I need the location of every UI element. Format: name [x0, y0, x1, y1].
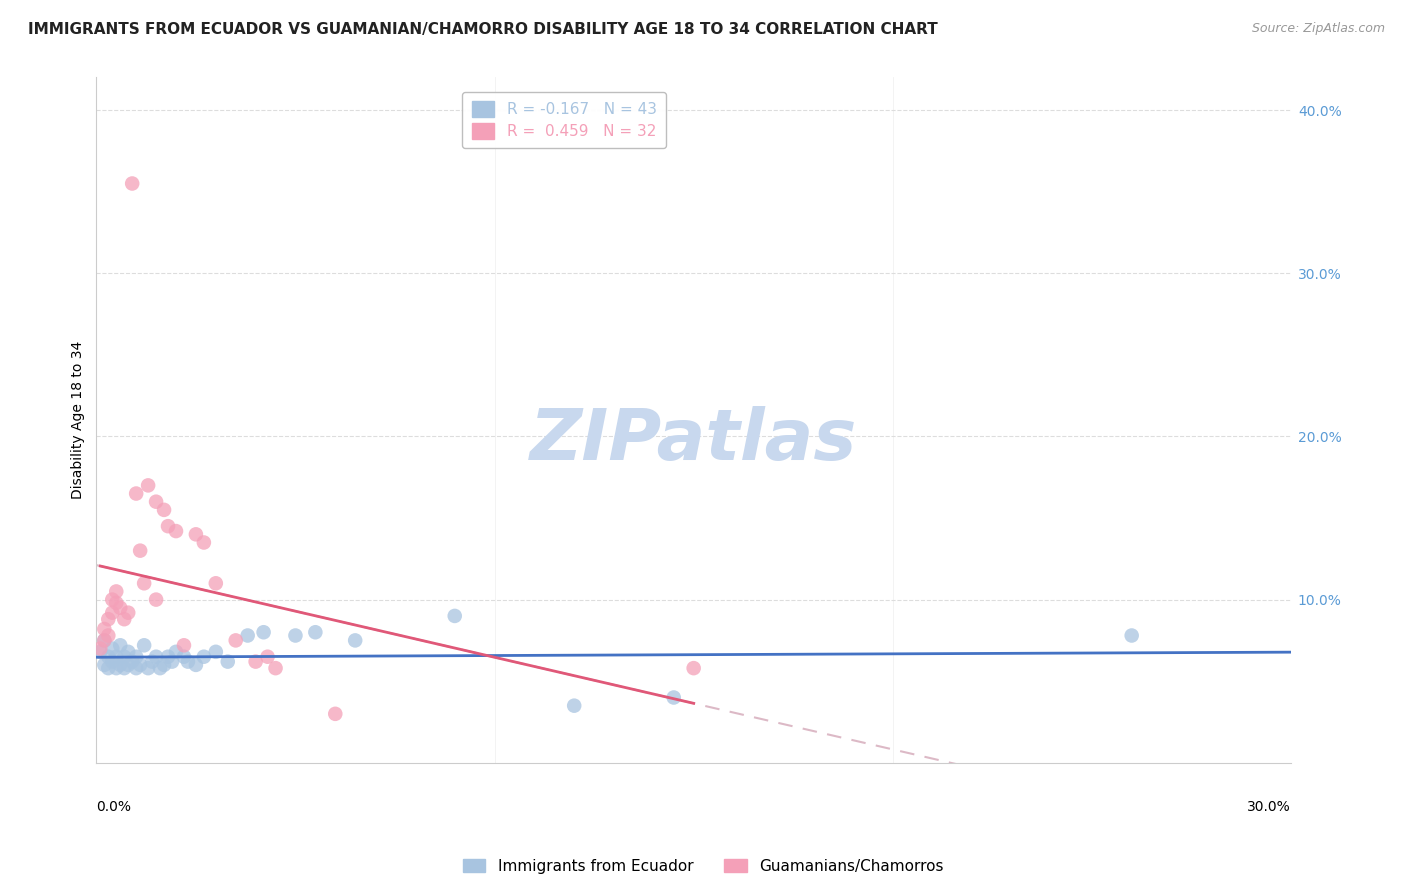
Point — [204, 645, 226, 659]
Point — [121, 655, 143, 669]
Point — [110, 600, 132, 615]
Point — [93, 633, 115, 648]
Point — [165, 645, 187, 659]
Point — [134, 576, 156, 591]
Point — [217, 655, 239, 669]
Point — [105, 661, 128, 675]
Point — [129, 543, 152, 558]
Point — [97, 612, 120, 626]
Point — [173, 649, 195, 664]
Point — [105, 596, 128, 610]
Point — [97, 628, 120, 642]
Point — [97, 649, 120, 664]
Point — [145, 592, 167, 607]
Point — [184, 527, 207, 541]
Point — [101, 606, 124, 620]
Point — [105, 584, 128, 599]
Point — [105, 649, 128, 664]
Point — [117, 645, 139, 659]
Point — [117, 657, 139, 672]
Point — [97, 661, 120, 675]
Point — [193, 649, 215, 664]
Point — [125, 649, 148, 664]
Point — [101, 655, 124, 669]
Point — [157, 519, 180, 533]
Point — [662, 690, 685, 705]
Point — [160, 655, 183, 669]
Point — [1121, 628, 1143, 642]
Point — [125, 661, 148, 675]
Point — [264, 661, 287, 675]
Point — [136, 478, 159, 492]
Point — [145, 649, 167, 664]
Point — [134, 638, 156, 652]
Legend: R = -0.167   N = 43, R =  0.459   N = 32: R = -0.167 N = 43, R = 0.459 N = 32 — [463, 92, 666, 148]
Point — [344, 633, 367, 648]
Point — [682, 661, 704, 675]
Point — [93, 657, 115, 672]
Point — [141, 655, 163, 669]
Point — [117, 606, 139, 620]
Point — [93, 633, 115, 648]
Point — [101, 641, 124, 656]
Point — [562, 698, 585, 713]
Point — [177, 655, 200, 669]
Point — [110, 657, 132, 672]
Point — [323, 706, 346, 721]
Point — [252, 625, 274, 640]
Point — [157, 649, 180, 664]
Point — [129, 657, 152, 672]
Point — [112, 661, 135, 675]
Point — [443, 608, 465, 623]
Text: 30.0%: 30.0% — [1247, 800, 1291, 814]
Point — [110, 638, 132, 652]
Point — [173, 638, 195, 652]
Point — [304, 625, 326, 640]
Point — [204, 576, 226, 591]
Point — [149, 661, 172, 675]
Text: ZIPatlas: ZIPatlas — [530, 406, 858, 475]
Point — [112, 612, 135, 626]
Point — [93, 622, 115, 636]
Point — [225, 633, 247, 648]
Point — [245, 655, 267, 669]
Point — [121, 177, 143, 191]
Point — [136, 661, 159, 675]
Point — [236, 628, 259, 642]
Point — [89, 645, 111, 659]
Legend: Immigrants from Ecuador, Guamanians/Chamorros: Immigrants from Ecuador, Guamanians/Cham… — [457, 853, 949, 880]
Text: 0.0%: 0.0% — [97, 800, 131, 814]
Point — [193, 535, 215, 549]
Point — [101, 592, 124, 607]
Point — [284, 628, 307, 642]
Point — [125, 486, 148, 500]
Point — [145, 494, 167, 508]
Point — [184, 657, 207, 672]
Point — [89, 641, 111, 656]
Point — [153, 657, 176, 672]
Point — [256, 649, 278, 664]
Point — [153, 503, 176, 517]
Text: Source: ZipAtlas.com: Source: ZipAtlas.com — [1251, 22, 1385, 36]
Text: IMMIGRANTS FROM ECUADOR VS GUAMANIAN/CHAMORRO DISABILITY AGE 18 TO 34 CORRELATIO: IMMIGRANTS FROM ECUADOR VS GUAMANIAN/CHA… — [28, 22, 938, 37]
Point — [112, 649, 135, 664]
Point — [165, 524, 187, 538]
Y-axis label: Disability Age 18 to 34: Disability Age 18 to 34 — [72, 341, 86, 500]
